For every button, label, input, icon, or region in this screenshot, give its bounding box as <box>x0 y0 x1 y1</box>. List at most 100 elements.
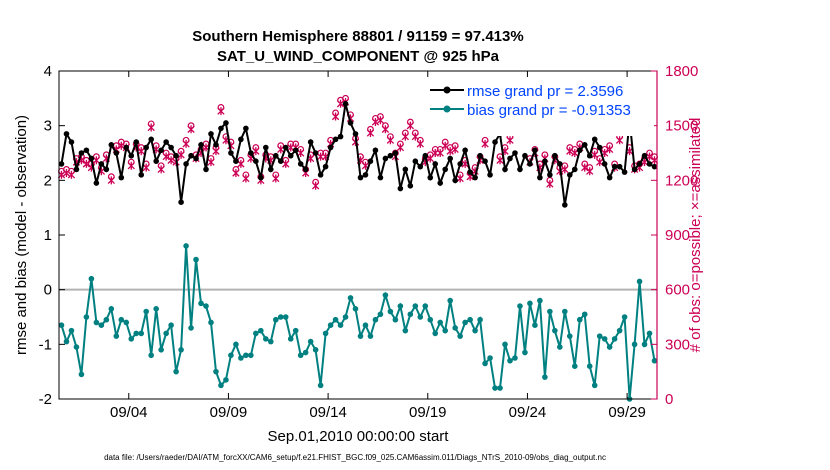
bias-point <box>218 382 224 389</box>
y-left-tick-label: 2 <box>44 172 52 189</box>
rmse-point <box>332 136 339 143</box>
rmse-point <box>63 131 70 137</box>
bias-point <box>98 322 105 329</box>
rmse-point <box>537 174 543 181</box>
bias-point <box>372 316 379 323</box>
bias-point <box>347 295 354 301</box>
obs-assimilated-marker <box>157 165 165 174</box>
obs-assimilated-marker <box>207 158 215 167</box>
bias-point <box>452 325 458 331</box>
bias-point <box>243 352 249 359</box>
rmse-point <box>357 174 364 181</box>
bias-point <box>417 314 424 320</box>
obs-assimilated-marker <box>217 107 225 116</box>
obs-assimilated-marker <box>277 145 285 154</box>
bias-point <box>168 322 174 329</box>
obs-assimilated-marker <box>147 123 155 132</box>
y-left-tick-label: 1 <box>44 227 52 244</box>
rmse-point <box>228 150 234 156</box>
rmse-point <box>586 152 593 159</box>
chart-title-line2: SAT_U_WIND_COMPONENT @ 925 hPa <box>217 48 500 65</box>
rmse-point <box>512 150 518 156</box>
x-tick-label: 09/24 <box>509 404 547 421</box>
rmse-point <box>317 172 324 178</box>
y-right-ticks: 0 300 600 900 1200 1500 1800 <box>651 63 698 408</box>
bias-point <box>327 322 334 329</box>
bias-point <box>397 303 404 309</box>
rmse-point <box>113 150 120 156</box>
obs-assimilated-marker <box>396 143 405 152</box>
obs-assimilated-marker <box>581 163 589 172</box>
bias-point <box>88 275 95 282</box>
rmse-point <box>312 150 319 156</box>
bias-point <box>472 327 478 334</box>
rmse-point <box>243 125 249 132</box>
obs-assimilated-marker <box>586 167 594 176</box>
bias-point <box>422 303 429 309</box>
bias-point <box>432 330 439 337</box>
bias-point <box>337 322 344 329</box>
bias-point <box>342 314 349 320</box>
obs-assimilated-marker <box>142 163 150 172</box>
rmse-point <box>492 139 498 145</box>
obs-assimilated-marker <box>182 139 190 148</box>
obs-assimilated-marker <box>366 128 375 137</box>
bias-point <box>258 327 264 334</box>
obs-assimilated-marker <box>67 170 76 179</box>
bias-point <box>297 352 304 359</box>
bias-point <box>307 338 314 345</box>
bias-point <box>601 336 608 342</box>
rmse-point <box>457 161 463 167</box>
y-left-tick-label: 3 <box>44 118 52 135</box>
obs-assimilated-marker <box>546 179 554 188</box>
rmse-point <box>427 174 434 181</box>
rmse-point <box>601 161 608 167</box>
obs-assimilated-marker <box>137 147 145 156</box>
rmse-point <box>387 152 394 159</box>
obs-assimilated-marker <box>237 159 245 168</box>
bias-point <box>188 325 194 331</box>
rmse-point <box>417 163 424 170</box>
bias-point <box>133 330 140 337</box>
rmse-series <box>58 101 658 208</box>
bias-point <box>596 333 603 339</box>
bias-point <box>362 322 369 329</box>
rmse-point <box>193 155 199 162</box>
legend-bias-label: bias grand pr = -0.91353 <box>467 102 631 119</box>
rmse-point <box>267 166 274 173</box>
rmse-point <box>477 152 483 159</box>
rmse-point <box>547 172 553 178</box>
obs-assimilated-marker <box>187 125 195 134</box>
y-axis-right-label: # of obs: o=possible; ×=assimilated <box>687 118 704 353</box>
bias-point <box>292 327 299 334</box>
rmse-point <box>93 180 100 186</box>
rmse-point <box>452 177 458 184</box>
rmse-point <box>482 158 488 164</box>
rmse-point <box>377 174 384 181</box>
rmse-point <box>168 144 174 151</box>
bias-point <box>302 349 309 356</box>
bias-line <box>60 245 656 400</box>
rmse-point <box>297 161 304 167</box>
obs-assimilated-marker <box>615 136 624 145</box>
bias-point <box>248 352 254 359</box>
rmse-point <box>58 161 65 167</box>
obs-assimilated-marker <box>107 176 115 185</box>
rmse-point <box>287 152 294 159</box>
rmse-point <box>507 155 513 162</box>
bias-point <box>158 347 164 353</box>
rmse-point <box>163 139 169 145</box>
rmse-point <box>447 155 453 162</box>
obs-assimilated-marker <box>456 174 464 183</box>
bias-point <box>108 306 115 312</box>
rmse-point <box>337 133 344 140</box>
bias-point <box>272 316 279 323</box>
obs-assimilated-marker <box>162 152 170 161</box>
bias-point <box>223 377 229 383</box>
rmse-point <box>532 147 538 154</box>
bias-point <box>198 300 204 307</box>
rmse-point <box>557 161 563 167</box>
rmse-point <box>277 158 284 164</box>
rmse-point <box>402 166 409 173</box>
